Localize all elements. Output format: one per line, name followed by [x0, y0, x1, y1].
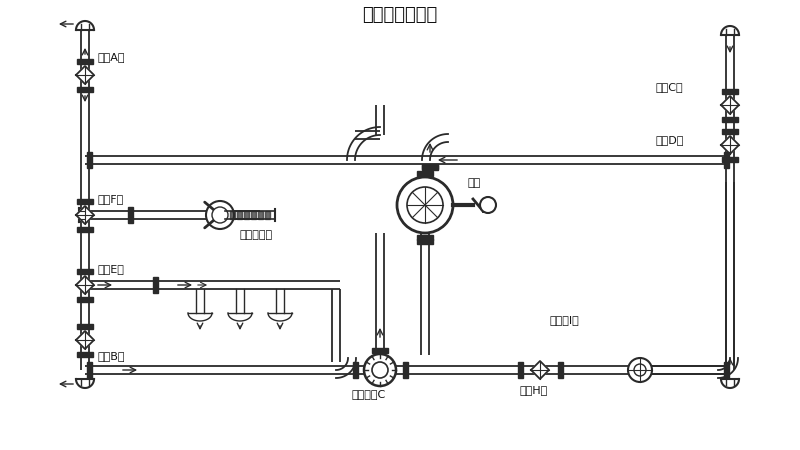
- Text: 球阀D开: 球阀D开: [655, 135, 683, 145]
- Polygon shape: [76, 331, 94, 349]
- Bar: [230, 211, 235, 219]
- Bar: [353, 362, 358, 378]
- Bar: [86, 152, 91, 168]
- Bar: [422, 165, 438, 170]
- Bar: [77, 86, 93, 91]
- Bar: [77, 269, 93, 274]
- Bar: [244, 211, 249, 219]
- Circle shape: [407, 187, 443, 223]
- Bar: [417, 234, 433, 239]
- Bar: [558, 362, 562, 378]
- Bar: [402, 362, 407, 378]
- Polygon shape: [79, 208, 86, 222]
- Text: 球阀A开: 球阀A开: [98, 52, 126, 62]
- Text: 消防栖I关: 消防栖I关: [550, 315, 580, 325]
- Circle shape: [634, 364, 646, 376]
- Bar: [722, 117, 738, 122]
- Text: 水泵: 水泵: [468, 178, 482, 188]
- Bar: [77, 351, 93, 356]
- Circle shape: [628, 358, 652, 382]
- Bar: [372, 347, 388, 352]
- Circle shape: [364, 354, 396, 386]
- Bar: [86, 362, 91, 378]
- Text: 球阀F关: 球阀F关: [98, 194, 124, 204]
- Polygon shape: [76, 379, 94, 388]
- Polygon shape: [76, 66, 94, 84]
- Bar: [722, 89, 738, 94]
- Bar: [77, 58, 93, 63]
- Text: 球阀H关: 球阀H关: [520, 385, 548, 395]
- Polygon shape: [721, 26, 739, 35]
- Bar: [722, 157, 738, 162]
- Circle shape: [212, 207, 228, 223]
- Bar: [77, 226, 93, 231]
- Bar: [153, 277, 158, 293]
- Polygon shape: [531, 361, 549, 379]
- Text: 洒水炮出口: 洒水炮出口: [240, 230, 273, 240]
- Polygon shape: [76, 206, 94, 224]
- Circle shape: [372, 362, 388, 378]
- Bar: [258, 211, 263, 219]
- Bar: [127, 207, 133, 223]
- Bar: [251, 211, 256, 219]
- Bar: [265, 211, 270, 219]
- Bar: [77, 198, 93, 203]
- Bar: [422, 163, 438, 168]
- Bar: [417, 238, 433, 243]
- Polygon shape: [721, 96, 739, 114]
- Circle shape: [206, 201, 234, 229]
- Circle shape: [480, 197, 496, 213]
- Polygon shape: [721, 379, 739, 388]
- Text: 球阀E开: 球阀E开: [98, 264, 125, 274]
- Bar: [77, 324, 93, 328]
- Polygon shape: [76, 21, 94, 30]
- Bar: [722, 129, 738, 134]
- Bar: [723, 362, 729, 378]
- Bar: [237, 211, 242, 219]
- Text: 洒水、浇灌花木: 洒水、浇灌花木: [362, 6, 438, 24]
- Polygon shape: [721, 136, 739, 154]
- Circle shape: [397, 177, 453, 233]
- Bar: [723, 152, 729, 168]
- Text: 球阀C开: 球阀C开: [655, 82, 682, 92]
- Bar: [77, 297, 93, 302]
- Text: 三通球阀C: 三通球阀C: [352, 389, 386, 399]
- Bar: [518, 362, 522, 378]
- Bar: [417, 171, 433, 176]
- Polygon shape: [76, 276, 94, 294]
- Text: 球阀B开: 球阀B开: [98, 351, 126, 361]
